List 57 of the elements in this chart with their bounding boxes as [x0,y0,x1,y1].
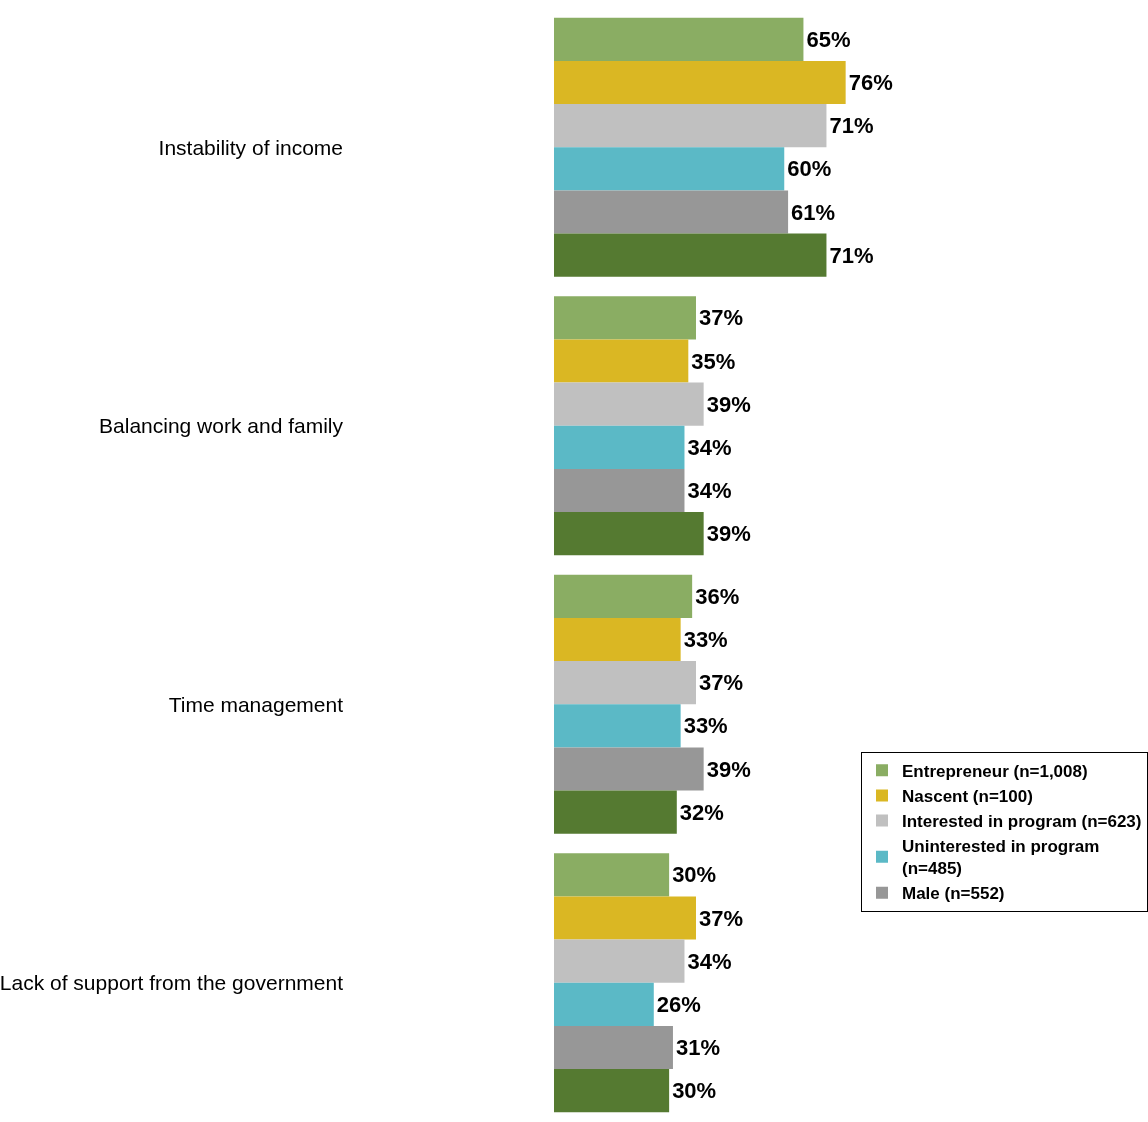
data-label: 34% [687,478,732,504]
bar [554,104,827,148]
data-label: 61% [791,199,836,225]
data-label: 65% [806,26,851,52]
bar [554,17,804,61]
bar [554,704,681,748]
data-label: 33% [683,627,728,652]
data-label: 35% [691,348,736,374]
y-tick-label: Lack of support from the government [0,971,344,995]
data-label: 30% [672,862,717,888]
data-label: 34% [687,434,732,460]
data-label: 39% [706,521,751,547]
legend-label: Interested in program (n=623) [902,812,1142,832]
y-tick-label: Instability of income [158,135,343,159]
bar [554,853,670,897]
data-label: 39% [706,391,751,417]
data-label: 76% [848,70,893,95]
bar [554,1069,670,1113]
y-tick-label: Time management [168,692,344,716]
data-label: 33% [683,713,728,739]
data-label: 30% [672,1078,717,1104]
bar [554,939,685,983]
data-label: 60% [787,156,832,182]
bar [554,747,704,791]
data-label: 71% [829,242,874,268]
data-label: 37% [698,670,744,696]
data-label: 37% [698,305,744,331]
bar [554,512,704,556]
data-label: 31% [675,1035,721,1061]
bar [554,60,846,105]
data-label: 37% [698,905,744,931]
legend-label: Nascent (n=100) [902,787,1033,807]
bar [554,233,827,277]
bar [554,982,654,1026]
bar [554,661,696,705]
bar [554,574,693,618]
bar [554,790,677,834]
legend-label: Male (n=552) [902,884,1005,904]
y-tick-label: Balancing work and family [99,414,344,438]
bar [554,425,685,469]
data-label: 71% [829,113,874,139]
bar [554,296,696,340]
legend-label: Uninterested in program (n=485) [902,837,1100,879]
bar [554,896,696,940]
bar [554,1025,673,1070]
data-label: 34% [687,948,732,974]
data-label: 36% [695,583,740,609]
data-label: 32% [679,799,724,825]
legend-label: Entrepreneur (n=1,008) [902,761,1088,781]
bar [554,147,785,191]
data-label: 26% [656,991,701,1017]
bar [554,617,681,662]
bar [554,382,704,426]
bar [554,339,689,383]
data-label: 39% [706,756,751,782]
bar [554,190,789,234]
bar [554,468,685,513]
